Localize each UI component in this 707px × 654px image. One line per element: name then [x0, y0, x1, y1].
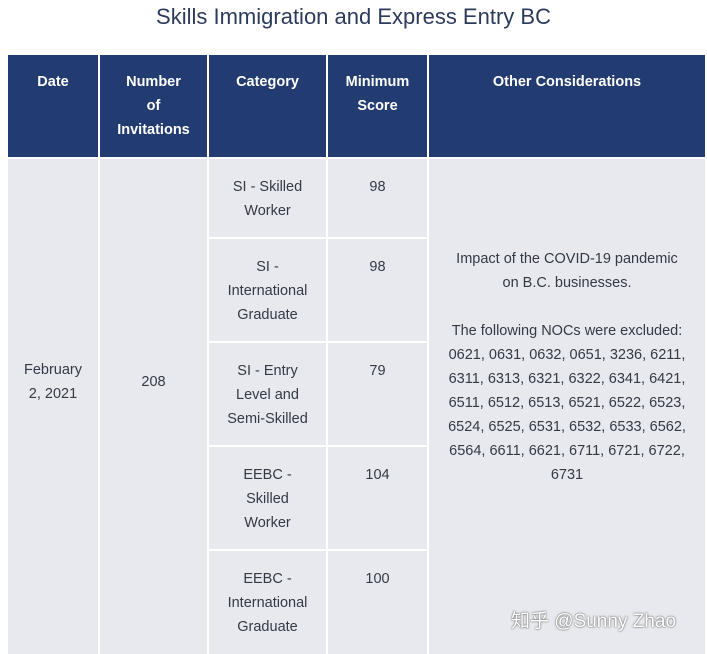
noc-line: 6731 — [550, 467, 584, 483]
score-cell-eebc-skilled-worker: 104 — [328, 447, 427, 549]
noc-line: 6511, 6512, 6513, 6521, 6522, 6523, — [448, 395, 686, 411]
noc-line: 0621, 0631, 0632, 0651, 3236, 6211, — [448, 347, 686, 363]
other-considerations-cell: Impact of the COVID-19 pandemic on B.C. … — [429, 159, 705, 654]
header-number-of-invitations: Number of Invitations — [100, 55, 207, 157]
category-cell-eebc-international-graduate: EEBC - International Graduate — [209, 551, 326, 654]
nocs-intro: The following NOCs were excluded: — [451, 323, 683, 339]
score-cell-si-skilled-worker: 98 — [328, 159, 427, 237]
score-cell-si-entry-level: 79 — [328, 343, 427, 445]
watermark: 知乎 @Sunny Zhao — [511, 611, 677, 632]
header-other-considerations: Other Considerations — [429, 55, 705, 157]
noc-line: 6311, 6313, 6321, 6322, 6341, 6421, — [448, 371, 686, 387]
header-minimum-score: Minimum Score — [328, 55, 427, 157]
category-cell-si-entry-level: SI - Entry Level and Semi-Skilled — [209, 343, 326, 445]
score-cell-eebc-international-graduate: 100 — [328, 551, 427, 654]
header-category: Category — [209, 55, 326, 157]
score-cell-si-international-graduate: 98 — [328, 239, 427, 341]
impact-text-line: Impact of the COVID-19 pandemic — [456, 251, 678, 267]
date-cell: February 2, 2021 — [8, 159, 98, 654]
noc-line: 6524, 6525, 6531, 6532, 6533, 6562, — [448, 419, 686, 435]
category-cell-si-international-graduate: SI - International Graduate — [209, 239, 326, 341]
impact-text-line: on B.C. businesses. — [502, 275, 632, 291]
page-title: Skills Immigration and Express Entry BC — [156, 4, 551, 29]
category-cell-eebc-skilled-worker: EEBC - Skilled Worker — [209, 447, 326, 549]
noc-line: 6564, 6611, 6621, 6711, 6721, 6722, — [449, 443, 685, 459]
invitations-cell: 208 — [100, 159, 207, 654]
header-date: Date — [8, 55, 98, 157]
category-cell-si-skilled-worker: SI - Skilled Worker — [209, 159, 326, 237]
